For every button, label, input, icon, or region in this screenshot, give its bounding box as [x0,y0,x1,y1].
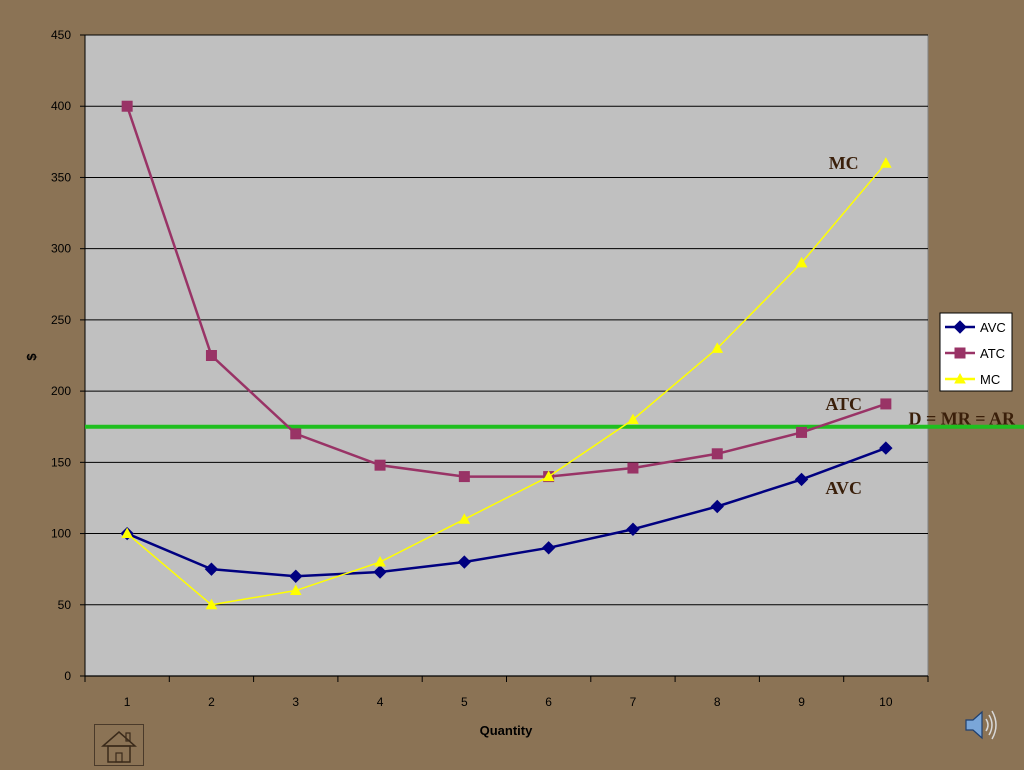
mc-point [205,598,218,610]
x-tick-label: 3 [292,695,299,709]
y-tick-label: 50 [58,598,72,612]
mc-point [374,556,386,567]
y-axis-ticks: 0 50 100 150 200 250 300 350 400 450 [51,28,86,683]
avc-point [879,441,893,455]
annotation-avc: AVC [825,478,862,498]
avc-point [457,555,472,569]
home-button[interactable] [94,724,144,766]
atc-point [374,459,386,471]
y-tick-label: 350 [51,170,71,184]
atc-point [711,448,723,460]
series-lines [120,100,893,610]
avc-point [794,472,809,487]
atc-point [458,471,470,483]
mc-line [126,162,887,606]
x-axis-title: Quantity [480,723,533,738]
atc-point [796,426,808,438]
mc-point [711,342,724,353]
demand-line-label: D = MR = AR [908,409,1016,429]
avc-point [289,569,303,583]
atc-point [880,398,892,410]
legend-avc-marker [953,320,967,334]
mc-point [542,470,555,482]
avc-point [541,541,556,555]
annotation-atc: ATC [825,394,862,414]
y-axis-title: $ [24,353,39,361]
atc-point [627,462,639,474]
atc-line [125,105,887,478]
y-tick-label: 0 [64,669,71,683]
annotations: MC ATC AVC [825,153,862,498]
y-tick-label: 250 [51,313,71,327]
y-tick-label: 300 [51,242,71,256]
home-icon [101,731,137,763]
annotation-mc: MC [829,153,859,173]
mc-point [627,413,639,425]
y-tick-label: 100 [51,527,71,541]
y-tick-label: 150 [51,455,71,469]
x-tick-label: 9 [798,695,805,709]
legend-atc-label: ATC [980,346,1005,361]
mc-point [458,513,471,524]
x-tick-label: 4 [377,695,384,709]
y-tick-label: 450 [51,28,71,42]
x-tick-label: 8 [714,695,721,709]
atc-point [290,428,302,440]
demand-line: D = MR = AR [85,409,1024,429]
mc-point [795,256,808,268]
x-tick-label: 5 [461,695,468,709]
avc-point [373,565,387,579]
x-tick-label: 7 [630,695,637,709]
gridlines [85,34,928,606]
x-tick-label: 6 [545,695,552,709]
avc-point [626,522,640,536]
x-tick-label: 2 [208,695,215,709]
avc-point [710,499,724,514]
legend-avc-label: AVC [980,320,1006,335]
mc-point [880,157,892,168]
speaker-icon[interactable] [962,706,1000,744]
legend: AVC ATC MC [939,312,1013,392]
legend-atc-marker [954,347,966,359]
y-tick-label: 400 [51,99,71,113]
x-tick-label: 1 [124,695,131,709]
y-tick-label: 200 [51,384,71,398]
atc-point [121,100,133,112]
x-axis-ticks: 1 2 3 4 5 6 7 8 9 10 [84,675,929,709]
avc-point [204,562,219,576]
x-tick-label: 10 [879,695,893,709]
mc-point [289,584,302,596]
atc-point [205,350,217,361]
legend-mc-label: MC [980,372,1000,387]
mc-point [121,527,133,539]
avc-line [126,446,887,578]
legend-mc-marker [954,372,966,384]
